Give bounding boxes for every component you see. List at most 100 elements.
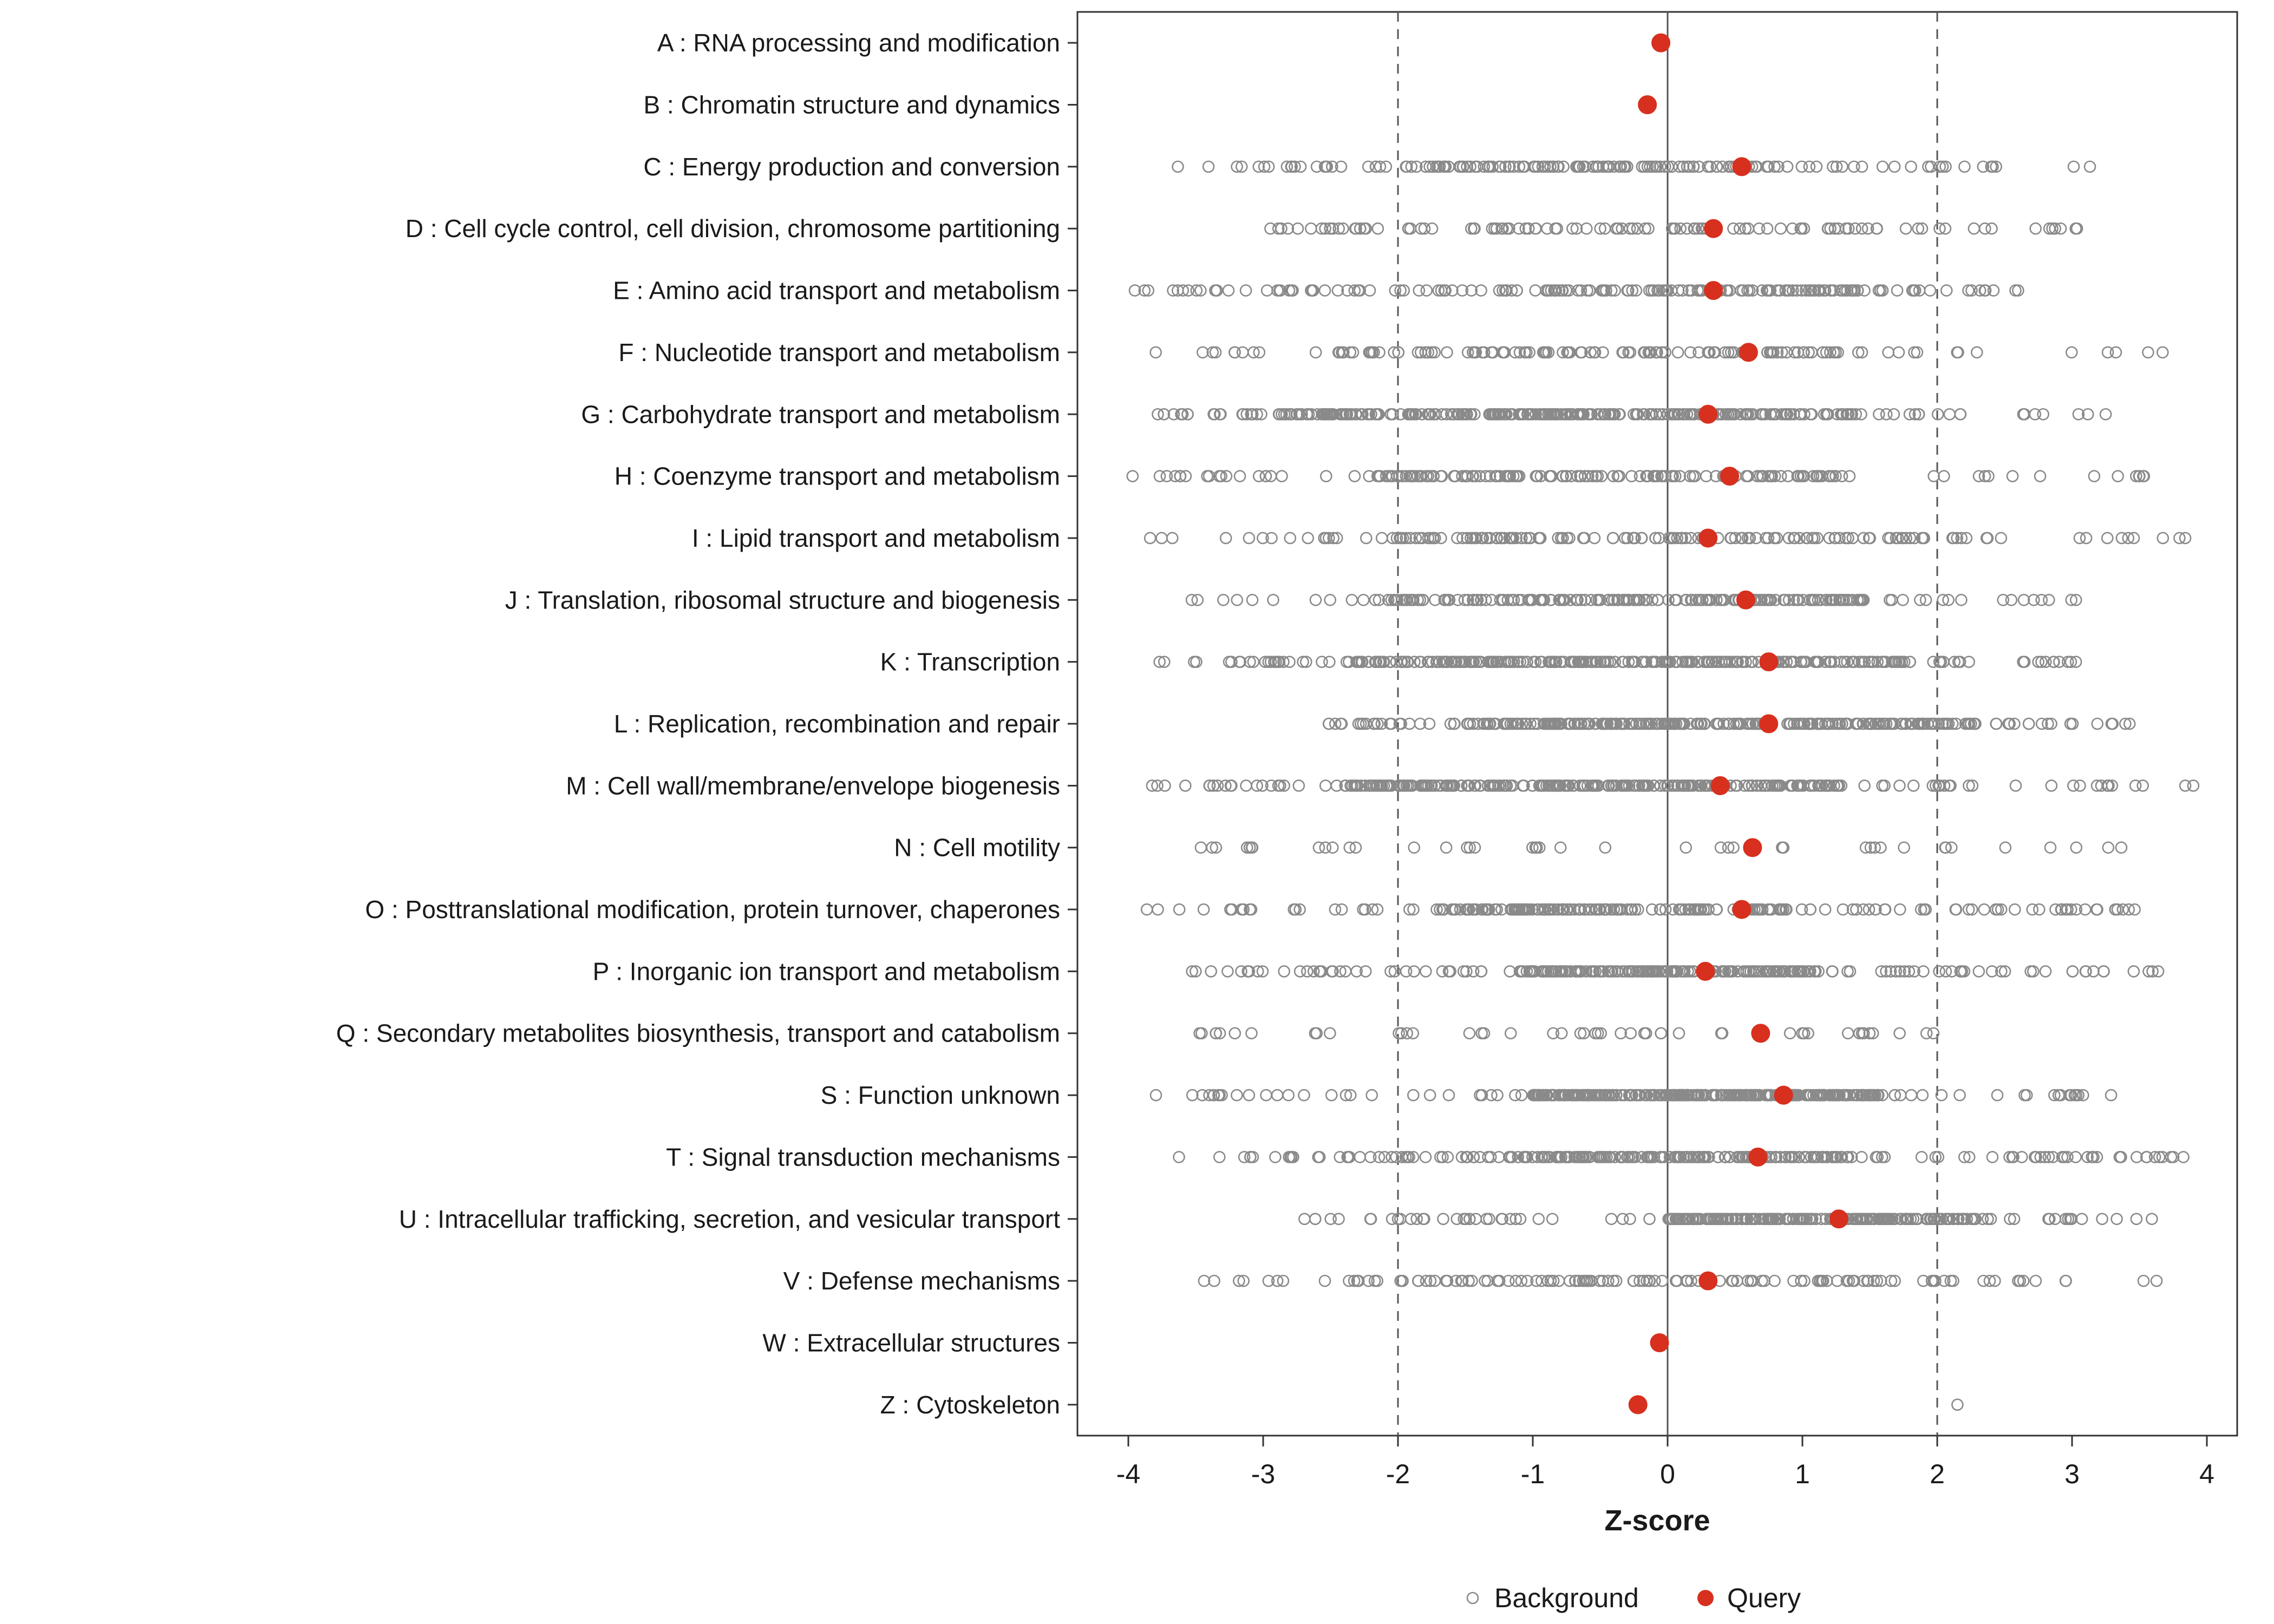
background-point <box>1486 160 1499 173</box>
background-point <box>1927 656 1940 668</box>
background-point <box>1298 1213 1311 1226</box>
background-point <box>1573 903 1585 916</box>
background-point <box>1265 532 1278 545</box>
x-axis: -4 -3 -2 -1 0 1 2 3 4 <box>1116 1436 2214 1489</box>
background-point <box>1787 532 1800 545</box>
background-point <box>1937 594 1949 606</box>
background-point <box>1217 594 1230 606</box>
background-point <box>1552 1274 1565 1287</box>
background-point <box>1408 656 1421 668</box>
background-point <box>1687 160 1700 173</box>
background-point <box>1556 284 1569 297</box>
background-point <box>1298 1089 1310 1102</box>
background-point <box>1502 656 1515 668</box>
background-point <box>1403 903 1416 916</box>
background-point <box>1679 903 1692 916</box>
background-point <box>1360 717 1373 730</box>
background-point <box>2043 594 2055 606</box>
background-point <box>1348 284 1361 297</box>
background-point <box>1363 470 1375 482</box>
background-point <box>2167 1151 2180 1163</box>
background-point <box>1545 594 1557 606</box>
background-point <box>1693 1151 1706 1163</box>
background-point <box>1818 1151 1830 1163</box>
background-point <box>1691 1213 1703 1226</box>
background-point <box>2014 1274 2027 1287</box>
background-point <box>1605 903 1617 916</box>
background-point <box>1284 532 1297 545</box>
background-point <box>1549 780 1561 792</box>
background-point <box>1733 222 1746 235</box>
background-point <box>1763 346 1776 359</box>
background-point <box>1464 160 1476 173</box>
background-point <box>1940 284 1953 297</box>
background-point <box>1456 532 1469 545</box>
background-point <box>1855 222 1868 235</box>
background-point <box>2177 1151 2190 1163</box>
row-O: O : Posttranslational modification, prot… <box>365 895 2141 924</box>
background-point <box>2022 717 2035 730</box>
background-point <box>1545 408 1558 421</box>
background-point <box>1499 160 1512 173</box>
background-point <box>1991 1089 2004 1102</box>
background-point <box>1158 656 1171 668</box>
background-point <box>1481 1274 1494 1287</box>
background-point <box>1868 1213 1880 1226</box>
background-point <box>1152 903 1164 916</box>
background-point <box>1437 1213 1449 1226</box>
background-point <box>1645 903 1658 916</box>
background-point <box>2056 1151 2069 1163</box>
background-point <box>1779 1151 1792 1163</box>
background-point <box>1494 594 1507 606</box>
query-point <box>1739 343 1758 362</box>
background-point <box>1289 160 1301 173</box>
background-point <box>1244 1151 1257 1163</box>
background-point <box>2064 656 2077 668</box>
background-point <box>1563 717 1576 730</box>
background-point <box>1613 903 1626 916</box>
background-point <box>1609 284 1621 297</box>
background-point <box>1672 1151 1684 1163</box>
background-point <box>1680 841 1693 854</box>
background-point <box>1986 1151 1999 1163</box>
row-T: T : Signal transduction mechanisms <box>666 1143 2190 1171</box>
background-point <box>1855 408 1867 421</box>
row-B: B : Chromatin structure and dynamics <box>643 91 1657 119</box>
background-point <box>1323 717 1335 730</box>
background-point <box>2130 1213 2143 1226</box>
background-point <box>1271 1089 1284 1102</box>
background-point <box>1407 903 1420 916</box>
background-point <box>1265 780 1278 792</box>
background-point <box>1440 408 1453 421</box>
background-point <box>1498 346 1511 359</box>
background-point <box>1876 1089 1889 1102</box>
background-point <box>2039 656 2052 668</box>
background-point <box>1816 1274 1829 1287</box>
background-point <box>1138 284 1151 297</box>
background-point <box>2053 656 2066 668</box>
background-point <box>1929 1213 1942 1226</box>
background-point <box>1586 160 1599 173</box>
background-point <box>1339 1089 1352 1102</box>
background-point <box>1485 594 1498 606</box>
background-point <box>1904 656 1916 668</box>
background-point <box>1417 594 1429 606</box>
background-point <box>1829 594 1842 606</box>
background-point <box>1219 532 1232 545</box>
background-point <box>1251 965 1264 978</box>
background-point <box>1722 965 1735 978</box>
background-point <box>1538 408 1551 421</box>
background-point <box>1267 656 1280 668</box>
background-point <box>1668 408 1681 421</box>
background-point <box>1438 284 1451 297</box>
background-point <box>1812 780 1825 792</box>
background-point <box>1332 222 1345 235</box>
background-point <box>1962 284 1975 297</box>
background-point <box>1149 1089 1162 1102</box>
background-point <box>1285 160 1298 173</box>
background-point <box>1362 1274 1375 1287</box>
background-point <box>1685 1274 1697 1287</box>
background-point <box>1995 532 2008 545</box>
background-point <box>1582 470 1595 482</box>
background-point <box>1812 284 1825 297</box>
